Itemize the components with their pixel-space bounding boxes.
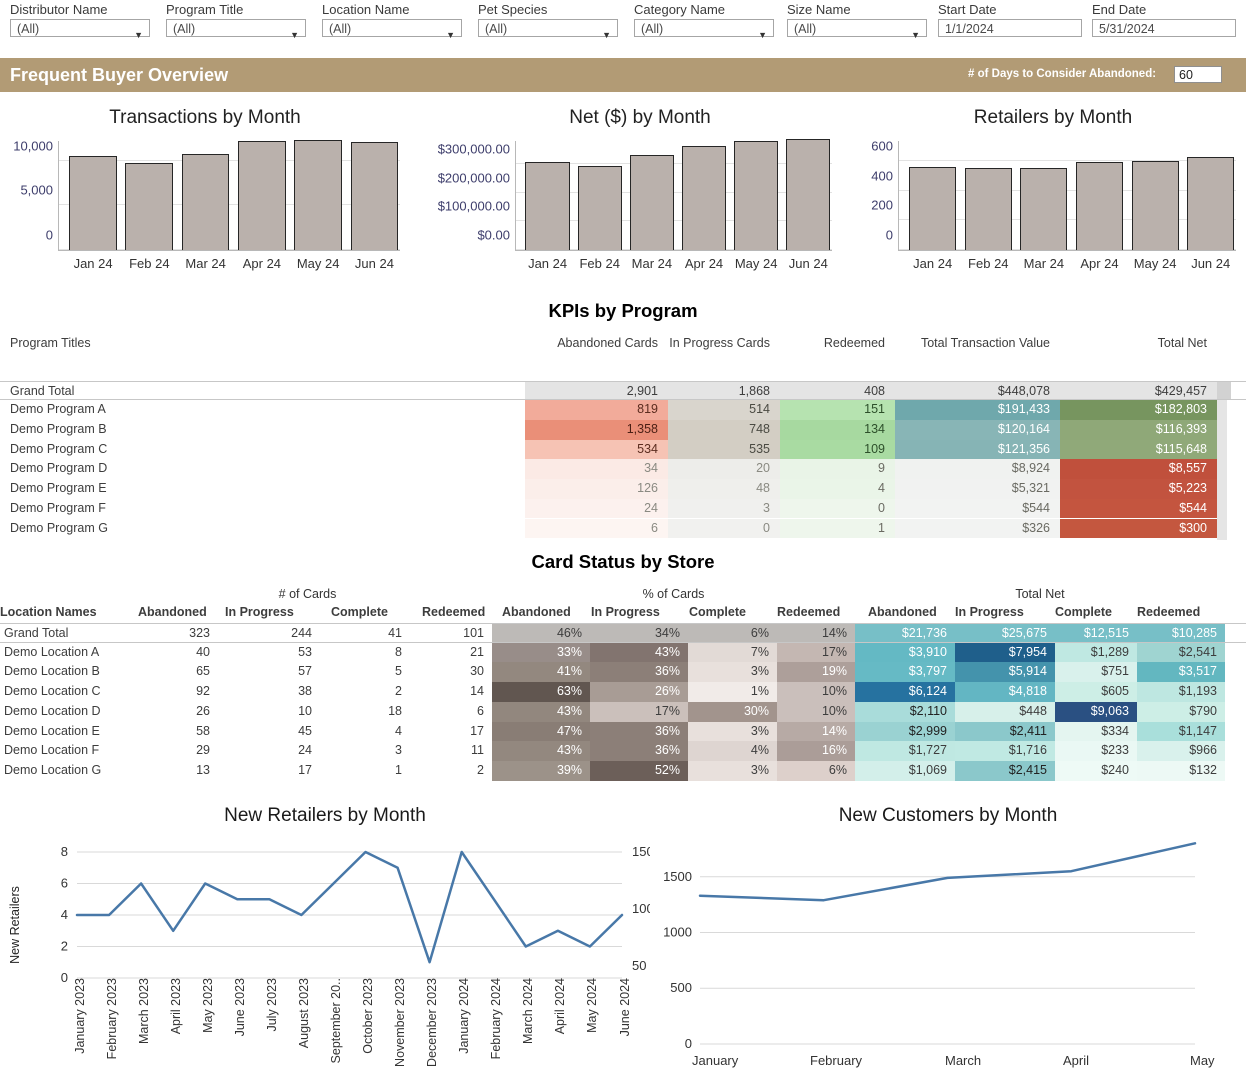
svg-text:1000: 1000: [663, 925, 692, 940]
svg-text:8: 8: [61, 844, 68, 859]
svg-text:0: 0: [685, 1036, 692, 1051]
svg-text:4: 4: [61, 907, 68, 922]
svg-text:1500: 1500: [663, 869, 692, 884]
svg-text:150: 150: [632, 844, 650, 859]
svg-text:50: 50: [632, 958, 646, 973]
svg-text:100: 100: [632, 901, 650, 916]
svg-text:500: 500: [670, 980, 692, 995]
svg-text:6: 6: [61, 876, 68, 891]
svg-text:2: 2: [61, 939, 68, 954]
